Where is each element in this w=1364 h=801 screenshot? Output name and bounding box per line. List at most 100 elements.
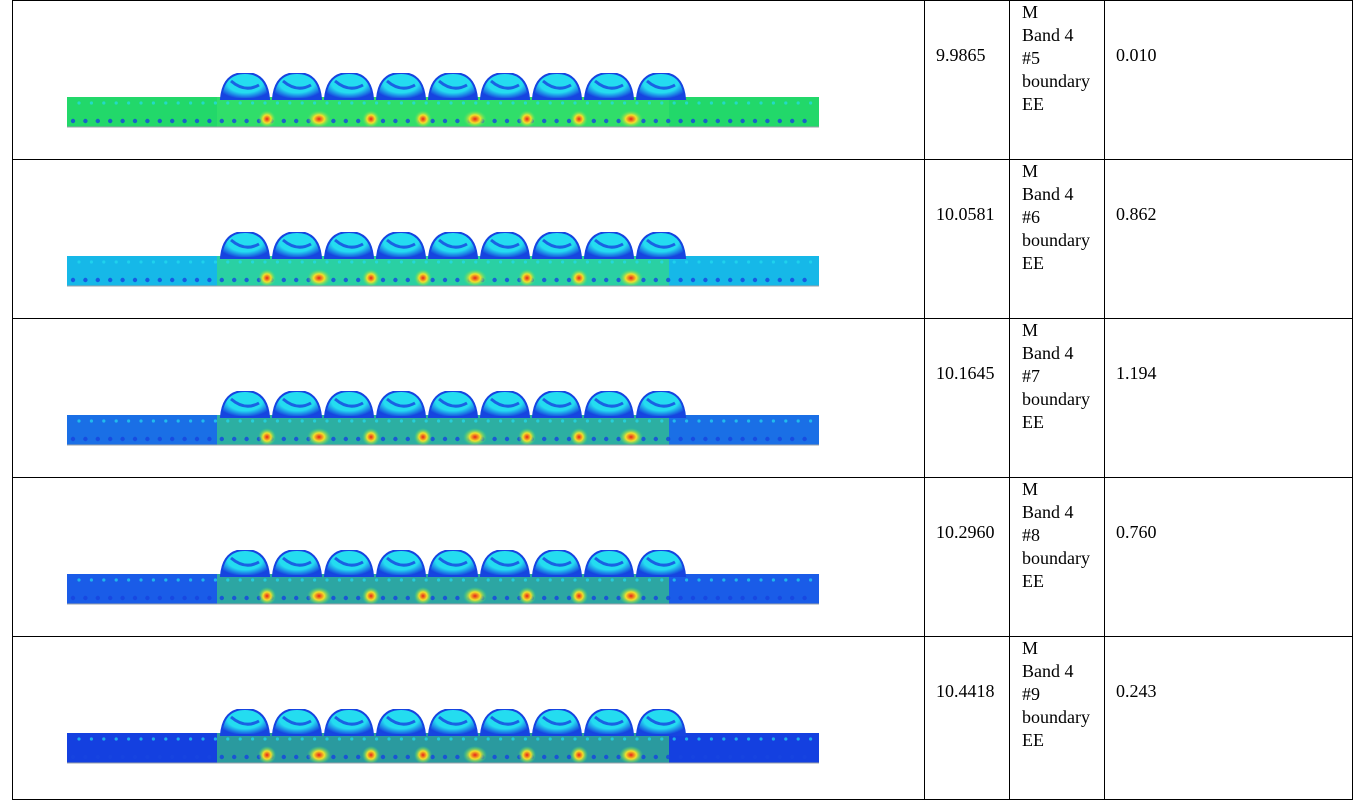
table-row: 10.0581 M Band 4 #6 boundary EE 0.862 — [12, 159, 1353, 319]
description-line: #5 — [1022, 48, 1040, 68]
description-line: M — [1022, 161, 1039, 181]
grating-tooth — [479, 550, 531, 577]
grating-tooth — [635, 73, 687, 100]
description-line: Band 4 — [1022, 661, 1074, 681]
value-cell: 0.760 — [1104, 477, 1353, 637]
grating-tooth — [583, 73, 635, 100]
grating-tooth — [375, 550, 427, 577]
grating-tooth — [219, 709, 271, 736]
grating-tooth — [375, 709, 427, 736]
description-line: boundary — [1022, 548, 1090, 568]
description-line: EE — [1022, 412, 1044, 432]
grating-tooth — [271, 73, 323, 100]
grating-tooth — [323, 73, 375, 100]
field-distribution-image — [67, 391, 819, 446]
grating-tooth — [271, 232, 323, 259]
mode-image-cell — [12, 0, 925, 160]
grating-tooth — [323, 391, 375, 418]
grating-tooth — [635, 232, 687, 259]
description-line: Band 4 — [1022, 343, 1074, 363]
grating-tooth — [583, 550, 635, 577]
grating-tooth — [219, 232, 271, 259]
grating-tooth — [271, 550, 323, 577]
grating-tooth — [583, 709, 635, 736]
mode-description-cell: M Band 4 #8 boundary EE — [1009, 477, 1105, 637]
grating-tooth — [427, 709, 479, 736]
description-line: Band 4 — [1022, 184, 1074, 204]
grating-tooth — [219, 550, 271, 577]
value-cell: 0.862 — [1104, 159, 1353, 319]
grating-tooth — [531, 709, 583, 736]
grating-tooth — [219, 391, 271, 418]
field-distribution-image — [67, 550, 819, 605]
description-line: M — [1022, 638, 1039, 658]
description-line: EE — [1022, 94, 1044, 114]
field-distribution-image — [67, 232, 819, 287]
field-distribution-image — [67, 73, 819, 128]
description-line: #8 — [1022, 525, 1040, 545]
grating-tooth — [479, 709, 531, 736]
grating-tooth — [375, 232, 427, 259]
mode-description-cell: M Band 4 #5 boundary EE — [1009, 0, 1105, 160]
description-line: EE — [1022, 571, 1044, 591]
mode-image-cell — [12, 636, 925, 800]
description-line: #7 — [1022, 366, 1040, 386]
table-row: 10.4418 M Band 4 #9 boundary EE 0.243 — [12, 636, 1353, 800]
table-row: 10.2960 M Band 4 #8 boundary EE 0.760 — [12, 477, 1353, 637]
grating-tooth — [479, 391, 531, 418]
grating-tooth — [635, 709, 687, 736]
value-cell: 1.194 — [1104, 318, 1353, 478]
grating-tooth — [427, 232, 479, 259]
description-line: #9 — [1022, 684, 1040, 704]
grating-tooth — [635, 391, 687, 418]
grating-tooth — [271, 391, 323, 418]
grating-tooth — [219, 73, 271, 100]
description-line: EE — [1022, 730, 1044, 750]
frequency-cell: 10.0581 — [924, 159, 1010, 319]
description-line: Band 4 — [1022, 25, 1074, 45]
grating-tooth — [583, 232, 635, 259]
frequency-cell: 10.1645 — [924, 318, 1010, 478]
description-line: boundary — [1022, 707, 1090, 727]
table-row: 10.1645 M Band 4 #7 boundary EE 1.194 — [12, 318, 1353, 478]
mode-image-cell — [12, 477, 925, 637]
grating-tooth — [531, 232, 583, 259]
mode-image-cell — [12, 159, 925, 319]
description-line: #6 — [1022, 207, 1040, 227]
grating-tooth — [323, 550, 375, 577]
grating-tooth — [531, 73, 583, 100]
grating-tooth — [635, 550, 687, 577]
value-cell: 0.243 — [1104, 636, 1353, 800]
description-line: EE — [1022, 253, 1044, 273]
value-cell: 0.010 — [1104, 0, 1353, 160]
grating-tooth — [531, 550, 583, 577]
description-line: boundary — [1022, 230, 1090, 250]
grating-tooth — [271, 709, 323, 736]
grating-tooth — [427, 391, 479, 418]
frequency-cell: 10.4418 — [924, 636, 1010, 800]
grating-tooth — [427, 73, 479, 100]
grating-tooth — [375, 391, 427, 418]
grating-tooth — [323, 232, 375, 259]
grating-tooth — [427, 550, 479, 577]
field-distribution-image — [67, 709, 819, 764]
frequency-cell: 9.9865 — [924, 0, 1010, 160]
description-line: M — [1022, 479, 1039, 499]
mode-description-cell: M Band 4 #6 boundary EE — [1009, 159, 1105, 319]
mode-description-cell: M Band 4 #7 boundary EE — [1009, 318, 1105, 478]
description-line: M — [1022, 320, 1039, 340]
mode-table: 9.9865 M Band 4 #5 boundary EE 0.010 10.0581… — [12, 0, 1353, 800]
grating-tooth — [479, 73, 531, 100]
description-line: M — [1022, 2, 1039, 22]
mode-description-cell: M Band 4 #9 boundary EE — [1009, 636, 1105, 800]
grating-tooth — [323, 709, 375, 736]
table-row: 9.9865 M Band 4 #5 boundary EE 0.010 — [12, 0, 1353, 160]
grating-tooth — [375, 73, 427, 100]
mode-image-cell — [12, 318, 925, 478]
description-line: Band 4 — [1022, 502, 1074, 522]
description-line: boundary — [1022, 389, 1090, 409]
description-line: boundary — [1022, 71, 1090, 91]
grating-tooth — [583, 391, 635, 418]
frequency-cell: 10.2960 — [924, 477, 1010, 637]
grating-tooth — [531, 391, 583, 418]
